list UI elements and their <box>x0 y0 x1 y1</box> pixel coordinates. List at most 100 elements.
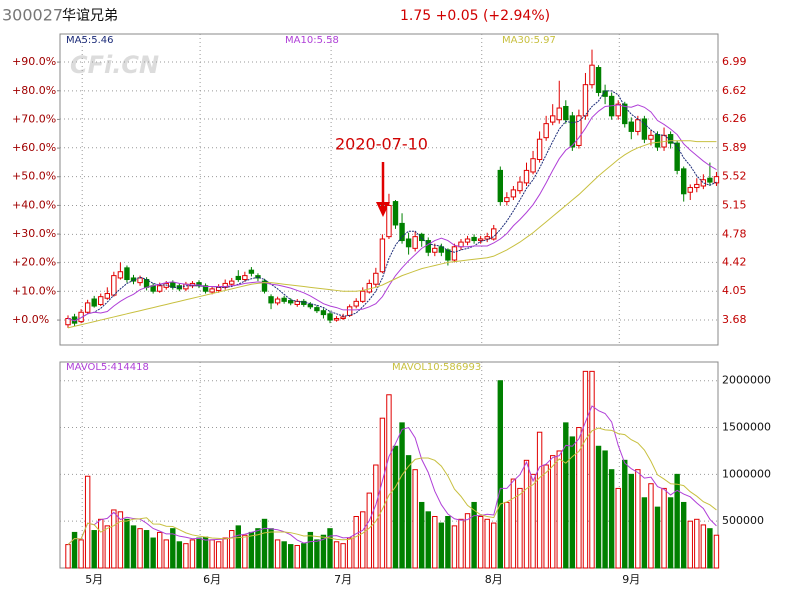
volume-bar <box>340 543 346 569</box>
volume-bar <box>229 530 235 569</box>
candle-body <box>432 247 438 253</box>
volume-bar <box>104 525 110 569</box>
volume-bar <box>641 497 648 569</box>
stock-name: 华谊兄弟 <box>62 8 118 24</box>
candle-body <box>274 298 281 304</box>
volume-bar <box>628 473 634 569</box>
candle-body <box>576 115 582 146</box>
candle-body <box>307 303 314 308</box>
volume-bar <box>504 501 510 569</box>
ma-line <box>67 405 717 545</box>
volume-bar <box>281 541 287 569</box>
candle-body <box>550 115 556 123</box>
volume-bar <box>595 445 602 569</box>
candle-body <box>340 316 346 319</box>
volume-bar <box>130 525 137 569</box>
volume-bar <box>615 487 621 569</box>
y-tick-label: 5.89 <box>722 141 747 154</box>
candle-body <box>202 285 209 292</box>
y-tick-label: 3.68 <box>722 313 747 326</box>
y-tick-label: 4.05 <box>722 284 747 297</box>
candle-body <box>333 317 340 321</box>
pct-tick-label: +40.0% <box>12 198 56 211</box>
volume-bar <box>648 483 654 569</box>
volume-bar <box>563 422 569 569</box>
volume-bar <box>550 455 556 569</box>
x-tick-label: 9月 <box>622 573 640 586</box>
candle-body <box>157 285 163 292</box>
candle-body <box>353 300 359 307</box>
quote: 1.75 +0.05 (+2.94%) <box>400 8 550 24</box>
volume-bar <box>536 431 543 569</box>
volume-bar <box>674 473 680 569</box>
volume-bar <box>491 522 497 569</box>
candle-body <box>320 310 327 316</box>
volume-bar <box>183 543 189 569</box>
volume-bar <box>307 531 314 569</box>
volume-bar <box>78 539 84 569</box>
volume-bar <box>274 539 281 569</box>
candle-body <box>209 288 215 293</box>
candle-body <box>84 302 91 313</box>
candle-body <box>111 275 117 296</box>
volume-bar <box>517 487 523 569</box>
volume-bar <box>143 530 150 569</box>
ma-line <box>67 140 717 329</box>
volume-bar <box>464 513 471 569</box>
volume-bar <box>157 531 163 569</box>
candle-body <box>530 158 536 173</box>
volume-bar <box>196 537 202 569</box>
candle-body <box>346 306 353 316</box>
candle-body <box>491 228 497 240</box>
volume-bar <box>189 539 196 569</box>
candle-body <box>635 119 641 132</box>
volume-bar <box>477 516 484 569</box>
volume-bar <box>235 525 242 569</box>
volume-tick-label: 1500000 <box>722 421 771 434</box>
volume-bar <box>681 501 687 569</box>
y-tick-label: 6.62 <box>722 84 747 97</box>
volume-tick-label: 500000 <box>722 514 764 527</box>
candle-body <box>360 290 366 302</box>
volume-bar <box>582 370 589 569</box>
ma-label: MA10:5.58 <box>285 35 339 46</box>
volume-bar <box>530 473 536 569</box>
pct-tick-label: +80.0% <box>12 84 56 97</box>
volume-bar <box>150 537 156 569</box>
candle-body <box>445 249 451 261</box>
x-tick-label: 6月 <box>203 573 221 586</box>
volume-bar <box>661 487 667 569</box>
volume-bar <box>333 541 340 569</box>
candle-body <box>143 279 150 288</box>
volume-bar <box>117 511 124 569</box>
candle-body <box>694 183 700 189</box>
candle-body <box>471 236 477 242</box>
candle-body <box>425 240 431 253</box>
volume-bar <box>667 497 674 569</box>
volume-bar <box>471 501 477 569</box>
volume-bar <box>405 455 412 569</box>
volume-bar <box>137 528 143 569</box>
volume-bar <box>543 464 549 569</box>
volume-bar <box>360 511 366 569</box>
volume-bar <box>202 536 209 569</box>
x-tick-label: 8月 <box>485 573 503 586</box>
candle-body <box>248 269 255 274</box>
volume-bar <box>523 459 530 569</box>
volume-bar <box>432 516 438 569</box>
volume-bar <box>694 518 700 569</box>
volume-bar <box>622 459 628 569</box>
candle-body <box>648 134 654 140</box>
volume-bar <box>366 492 373 569</box>
volume-bar <box>111 509 117 569</box>
candle-body <box>399 222 405 242</box>
candle-body <box>327 313 333 321</box>
pct-tick-label: +30.0% <box>12 227 56 240</box>
candle-body <box>412 236 418 249</box>
volume-bar <box>373 464 379 569</box>
ma-line <box>67 427 717 545</box>
pct-tick-label: +70.0% <box>12 112 56 125</box>
volume-bar <box>261 518 268 569</box>
volume-bar <box>399 422 405 569</box>
